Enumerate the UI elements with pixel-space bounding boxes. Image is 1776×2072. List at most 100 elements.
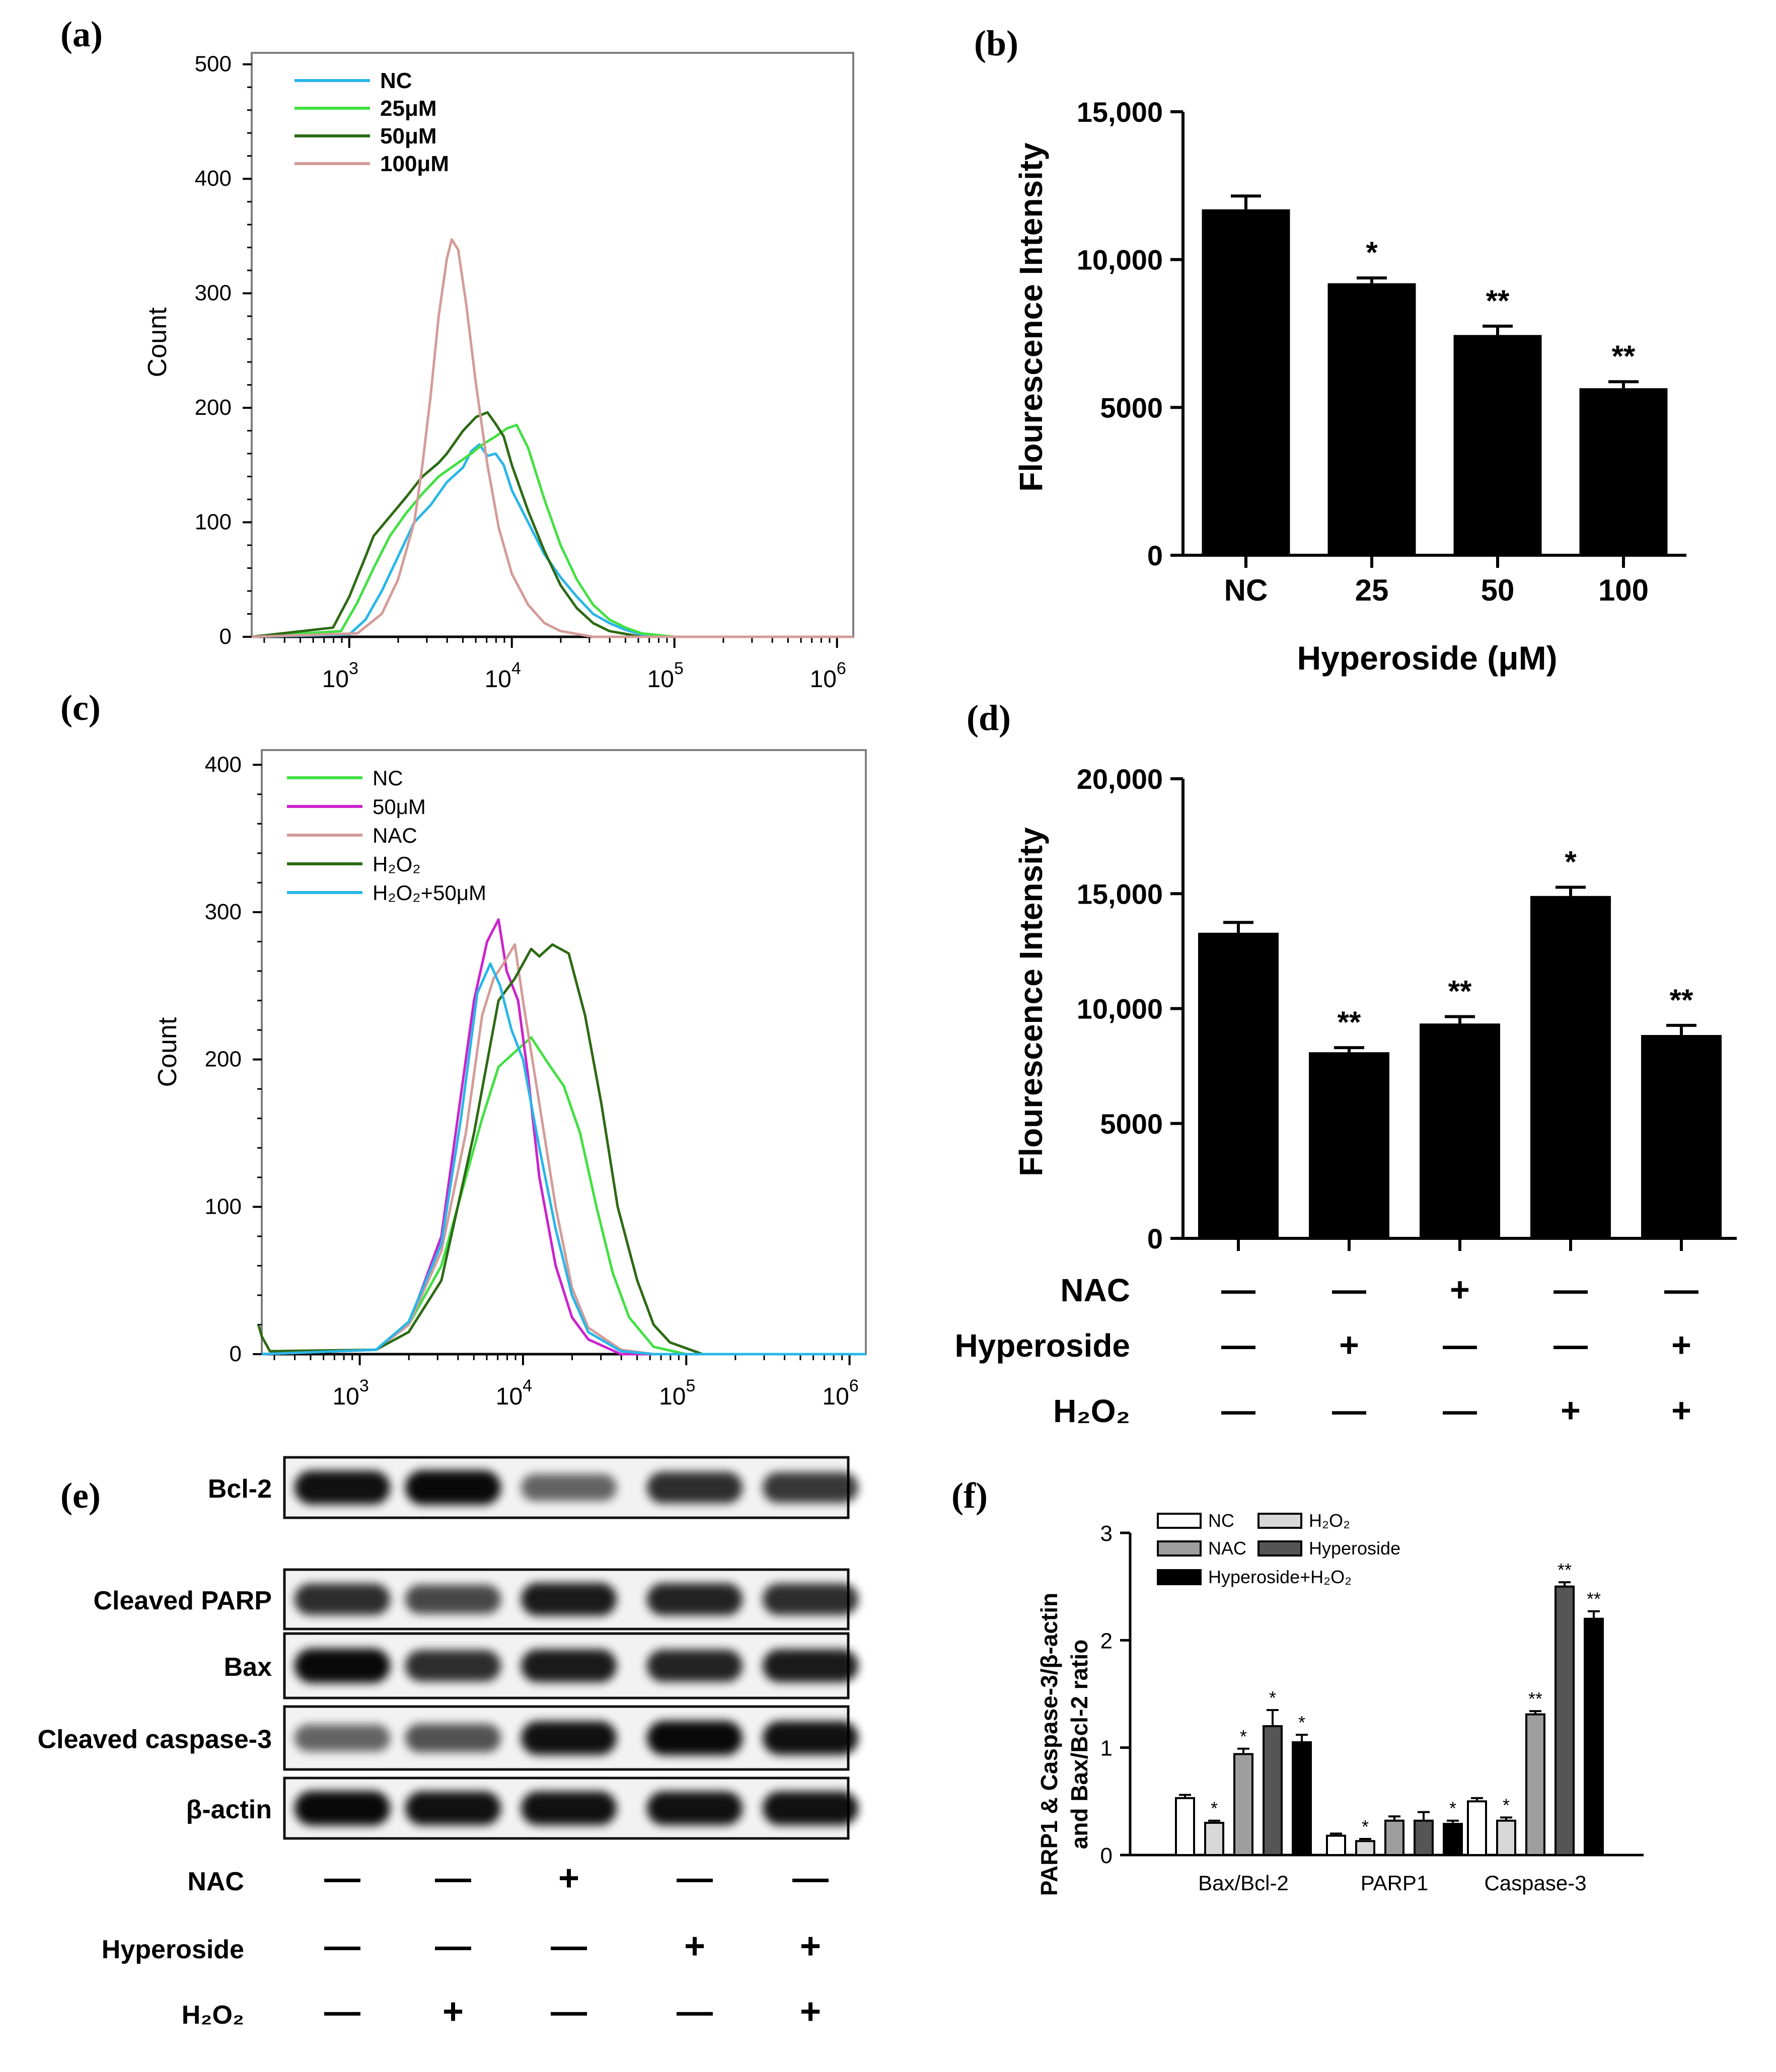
panel-f-label: (f) — [951, 1475, 988, 1516]
a-x-tick-label: 105 — [647, 659, 684, 693]
c-y-tick-label: 400 — [205, 752, 242, 777]
f-bar-hyperoside-bax-bcl-2 — [1263, 1725, 1283, 1856]
e-treatment-sign: — — [324, 1858, 360, 1898]
a-x-tick-label: 106 — [810, 659, 846, 693]
e-treatment-sign: — — [435, 1858, 471, 1898]
d-treatment-sign: — — [1443, 1391, 1477, 1430]
d-treatment-sign: — — [1221, 1391, 1255, 1430]
d-significance-marker: ** — [1670, 983, 1693, 1017]
panel-f-y-axis-label-line-1: PARP1 & Caspase-3/β-actin — [1036, 1593, 1062, 1896]
panel-a-y-ticks: 0 100 200 300 400 500 — [195, 52, 252, 649]
f-significance-marker: * — [1298, 1712, 1305, 1733]
e-band — [294, 1791, 390, 1826]
f-bar-hyperoside-h-o-parp1 — [1443, 1823, 1463, 1856]
e-band — [294, 1470, 390, 1505]
f-y-tick-label: 1 — [1100, 1736, 1113, 1761]
f-bar-h-o-bax-bcl-2 — [1204, 1822, 1224, 1856]
d-treatment-sign: + — [1561, 1391, 1581, 1430]
d-y-tick-label: 0 — [1147, 1223, 1163, 1254]
e-band — [647, 1721, 743, 1755]
e-band — [294, 1648, 390, 1683]
panel-a-plot-frame — [251, 52, 854, 638]
e-band — [405, 1650, 501, 1682]
c-legend-label-nac: NAC — [373, 824, 417, 847]
f-bar-nc-bax-bcl-2 — [1175, 1797, 1195, 1857]
c-series-h-o — [257, 943, 866, 1356]
d-y-tick-label: 20,000 — [1077, 763, 1163, 795]
f-bar-nac-caspase-3 — [1525, 1713, 1545, 1857]
a-x-tick-label: 104 — [485, 659, 521, 693]
e-blot-row-label-cleaved-caspase-3: Cleaved caspase-3 — [38, 1725, 272, 1754]
panel-b: (b) Flourescence Intensity Hyperoside (μ… — [974, 23, 1686, 677]
e-band — [763, 1583, 858, 1615]
b-significance-marker: ** — [1612, 339, 1636, 373]
d-treatment-sign: — — [1332, 1391, 1366, 1430]
e-band — [521, 1474, 617, 1501]
d-treatment-sign: — — [1221, 1271, 1255, 1309]
f-y-tick-label: 2 — [1100, 1629, 1113, 1653]
a-legend-label-100-m: 100μM — [380, 152, 449, 176]
f-category-label: PARP1 — [1361, 1871, 1429, 1895]
f-y-tick-label: 0 — [1100, 1843, 1113, 1868]
c-series-nac — [261, 943, 866, 1356]
e-treatment-label-nac: NAC — [187, 1867, 244, 1896]
f-legend-label-h-o: H₂O₂ — [1309, 1510, 1350, 1531]
f-bar-hyperoside-parp1 — [1414, 1819, 1434, 1857]
f-bar-h-o-caspase-3 — [1496, 1819, 1516, 1857]
e-treatment-sign: — — [435, 1926, 471, 1966]
d-y-tick-label: 5000 — [1100, 1108, 1163, 1140]
a-y-tick-label: 400 — [195, 166, 232, 191]
panel-b-x-axis-label: Hyperoside (μM) — [1297, 639, 1557, 677]
f-legend-label-hyperoside-h-o: Hyperoside+H₂O₂ — [1208, 1567, 1352, 1587]
d-treatment-sign: — — [1221, 1326, 1255, 1364]
e-band — [647, 1791, 743, 1825]
e-treatment-sign: + — [800, 1991, 821, 2032]
d-bar-4 — [1530, 896, 1611, 1238]
c-legend-label-h-o: H₂O₂ — [373, 852, 421, 876]
e-treatment-sign: + — [800, 1926, 821, 1966]
e-blot-row-label-actin: β-actin — [186, 1795, 272, 1824]
e-band — [405, 1470, 501, 1505]
d-bar-5 — [1641, 1034, 1722, 1238]
panel-d: (d) Flourescence Intensity 0 5000 10,000 15… — [954, 698, 1737, 1430]
e-treatment-label-h-o: H₂O₂ — [182, 2001, 244, 2030]
c-legend-label-50-m: 50μM — [373, 795, 426, 819]
e-band — [294, 1583, 390, 1615]
panel-d-y-axis-label: Flourescence Intensity — [1013, 827, 1049, 1176]
a-x-tick-base: 10 — [485, 666, 511, 693]
e-blot-row-label-bax: Bax — [224, 1653, 272, 1682]
c-x-tick-base: 10 — [659, 1383, 686, 1410]
d-treatment-sign: — — [1553, 1326, 1588, 1364]
panel-e-label: (e) — [60, 1475, 101, 1516]
d-significance-marker: ** — [1448, 974, 1472, 1008]
b-bar-50 — [1453, 335, 1542, 555]
a-legend-label-50-m: 50μM — [380, 124, 437, 149]
d-treatment-label-hyperoside: Hyperoside — [954, 1327, 1130, 1364]
e-treatment-label-hyperoside: Hyperoside — [102, 1935, 244, 1964]
panel-c-legend: NC 50μM NAC H₂O₂ H₂O₂+50μM — [287, 766, 486, 905]
a-series-nc — [251, 443, 853, 638]
d-treatment-label-nac: NAC — [1060, 1272, 1130, 1308]
e-band — [763, 1721, 858, 1755]
e-treatment-sign: — — [324, 1926, 360, 1966]
panel-b-label: (b) — [974, 23, 1018, 63]
panel-f: (f) PARP1 & Caspase-3/β-actin and Bax/Bc… — [951, 1475, 1644, 1896]
b-y-tick-label: 0 — [1147, 540, 1163, 571]
a-x-tick-exponent: 3 — [349, 659, 358, 678]
f-category-label: Caspase-3 — [1484, 1871, 1586, 1895]
e-band — [647, 1650, 743, 1682]
e-treatment-sign: — — [551, 1926, 587, 1966]
f-significance-marker: * — [1269, 1687, 1276, 1708]
e-band — [405, 1791, 501, 1825]
f-legend-label-nc: NC — [1208, 1510, 1234, 1531]
d-treatment-sign: + — [1450, 1271, 1470, 1309]
a-x-tick-base: 10 — [647, 666, 674, 693]
a-x-tick-base: 10 — [810, 666, 837, 693]
e-treatment-sign: — — [677, 1991, 713, 2032]
a-legend-label-25-m: 25μM — [380, 96, 437, 121]
